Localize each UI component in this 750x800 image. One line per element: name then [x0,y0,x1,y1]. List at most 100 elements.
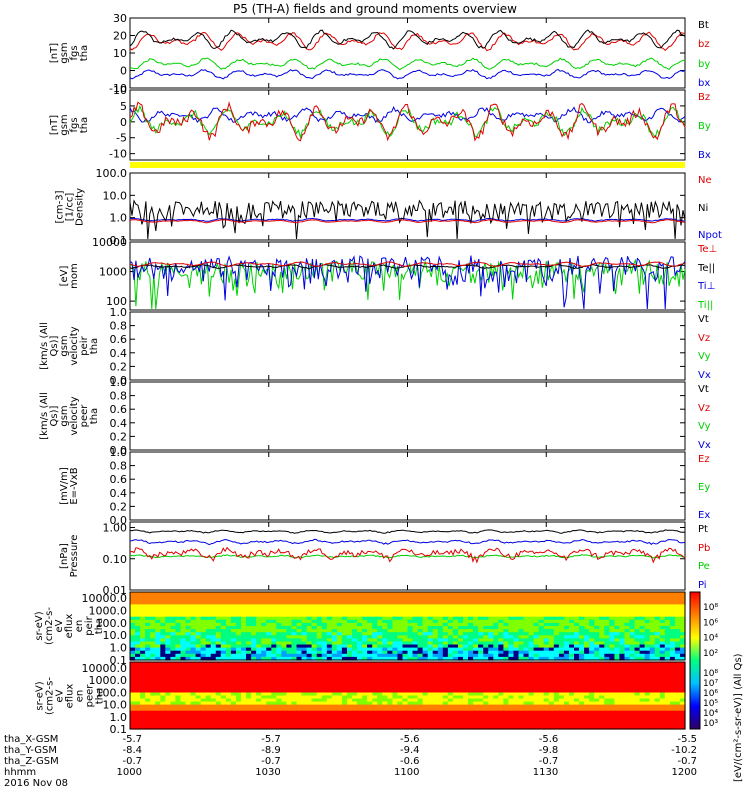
heatmap-cell [493,716,499,721]
heatmap-cell [301,695,308,700]
heatmap-cell [291,683,298,687]
heatmap-cell [609,641,615,646]
heatmap-cell [185,638,192,643]
heatmap-cell [558,683,565,687]
heatmap-cell [180,650,187,655]
heatmap-cell [624,719,631,724]
heatmap-cell [432,701,439,706]
heatmap-cell [412,701,419,706]
heatmap-cell [256,677,262,681]
heatmap-cell [135,722,141,727]
heatmap-cell [251,680,257,684]
heatmap-cell [680,698,686,703]
heatmap-cell [558,595,565,599]
heatmap-cell [458,647,464,652]
heatmap-cell [488,698,494,703]
heatmap-cell [427,592,434,596]
heatmap-cell [397,710,403,715]
heatmap-cell [649,698,656,703]
heatmap-cell [291,647,298,652]
heatmap-cell [498,668,504,672]
heatmap-cell [513,719,520,724]
heatmap-cell [185,677,192,681]
heatmap-cell [518,638,525,643]
heatmap-cell [599,641,605,646]
heatmap-cell [200,653,207,658]
heatmap-cell [155,598,161,602]
heatmap-cell [160,650,166,655]
heatmap-cell [225,641,232,646]
heatmap-cell [432,595,439,599]
heatmap-cell [185,698,192,703]
heatmap-cell [488,671,494,675]
heatmap-cell [296,722,303,727]
heatmap-cell [458,722,464,727]
heatmap-cell [483,710,489,715]
heatmap-cell [382,629,388,633]
heatmap-cell [518,653,525,658]
heatmap-cell [664,632,671,636]
heatmap-cell [175,662,181,666]
heatmap-cell [150,710,156,715]
heatmap-cell [362,692,368,697]
heatmap-cell [604,656,610,661]
heatmap-cell [432,610,439,615]
heatmap-cell [210,671,217,675]
heatmap-cell [210,650,217,655]
heatmap-cell [326,668,333,672]
heatmap-cell [215,610,222,615]
heatmap-cell [543,692,550,697]
heatmap-cell [402,622,409,627]
heatmap-cell [619,671,625,675]
heatmap-cell [609,601,615,605]
heatmap-cell [609,626,615,630]
heatmap-cell [558,680,565,684]
heatmap-cell [165,674,171,678]
heatmap-cell [629,644,636,649]
heatmap-cell [493,595,499,599]
heatmap-cell [311,662,318,666]
y-tick-label: 0 [120,65,127,78]
heatmap-cell [523,722,530,727]
heatmap-cell [236,701,242,706]
heatmap-cell [442,677,449,681]
heatmap-cell [256,622,262,627]
heatmap-cell [659,601,666,605]
heatmap-cell [584,713,590,718]
heatmap-cell [241,704,247,709]
heatmap-cell [538,704,545,709]
heatmap-cell [301,598,308,602]
heatmap-cell [402,647,409,652]
heatmap-cell [321,629,328,633]
heatmap-cell [553,641,560,646]
heatmap-cell [548,695,555,700]
heatmap-cell [372,680,378,684]
heatmap-cell [427,607,434,612]
heatmap-cell [316,695,323,700]
heatmap-cell [558,650,565,655]
heatmap-cell [463,695,469,700]
heatmap-cell [175,722,181,727]
heatmap-cell [609,671,615,675]
heatmap-cell [135,692,141,697]
heatmap-cell [417,601,424,605]
heatmap-cell [432,607,439,612]
heatmap-cell [508,701,514,706]
heatmap-cell [155,647,161,652]
heatmap-cell [195,635,202,639]
heatmap-cell [594,635,600,639]
heatmap-cell [609,622,615,627]
heatmap-cell [301,613,308,618]
heatmap-cell [306,632,313,636]
heatmap-cell [301,656,308,661]
heatmap-cell [377,622,383,627]
heatmap-cell [508,638,514,643]
heatmap-cell [649,647,656,652]
heatmap-cell [458,650,464,655]
heatmap-cell [503,616,509,621]
heatmap-cell [563,653,570,658]
heatmap-cell [639,647,646,652]
heatmap-cell [130,601,136,605]
series-by [129,57,686,71]
heatmap-cell [528,607,535,612]
